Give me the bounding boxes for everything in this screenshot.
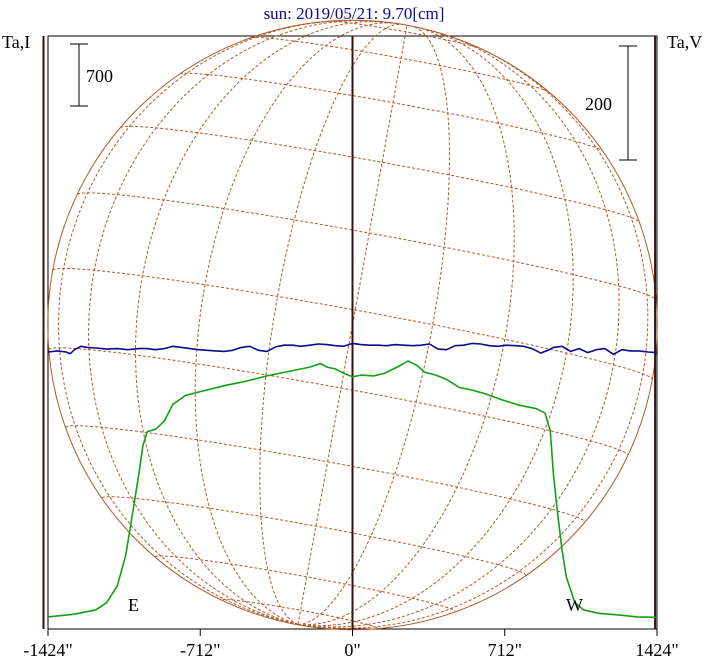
east-limb-label: E [128,595,139,615]
west-limb-label: W [566,595,583,615]
longitude-line [58,19,346,625]
x-tick-label: -712" [180,640,220,660]
chart-title: sun: 2019/05/21: 9.70[cm] [264,4,445,23]
longitude-line [194,22,397,625]
x-tick-label: 712" [488,640,522,660]
left-axis-label: Ta,I [2,32,30,52]
longitude-line [259,23,402,625]
longitude-line [297,25,451,625]
x-tick-label: 0" [344,640,360,660]
right-scale-bar: 200 [585,45,637,161]
series-layer [47,342,658,619]
longitude-line [297,25,408,625]
latitude-line [221,599,378,629]
latitude-line [101,496,527,576]
longitude-line [297,41,649,629]
longitude-line [134,21,385,625]
left-scale-bar: 700 [70,43,113,107]
x-tick-label: 1424" [635,640,678,660]
latitude-line [250,36,550,93]
left-scale-label: 700 [86,66,113,86]
latitude-line [77,192,657,300]
latitude-line [120,125,640,223]
x-tick-label: -1424" [23,640,72,660]
longitude-line [297,26,515,626]
right-scale-label: 200 [585,94,612,114]
limb-lines [42,36,657,629]
right-axis-label: Ta,V [667,32,702,52]
longitude-line [297,30,620,628]
longitude-line [88,20,380,625]
x-axis-ticks: -1424" -712" 0" 712" 1424" [23,629,679,660]
series-I-line [47,360,658,619]
solar-disk [47,19,658,631]
longitude-line [297,29,574,627]
series-V-line [47,342,658,356]
latitude-line [65,425,586,523]
